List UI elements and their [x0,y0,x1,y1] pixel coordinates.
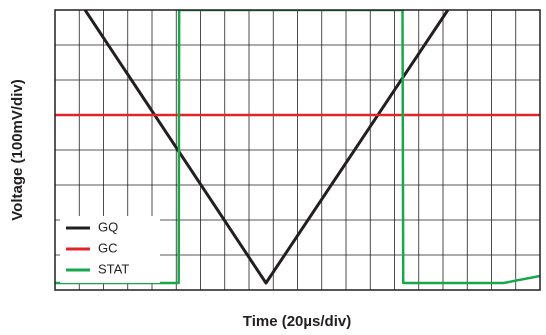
legend-label: GQ [98,219,118,234]
y-axis-label: Voltage (100mV/div) [9,79,26,220]
legend-label: STAT [98,261,129,276]
x-axis-label: Time (20µs/div) [243,313,351,330]
legend-label: GC [98,240,118,255]
series-line [83,10,450,285]
series-line [55,10,540,285]
plot-frame [54,9,541,291]
